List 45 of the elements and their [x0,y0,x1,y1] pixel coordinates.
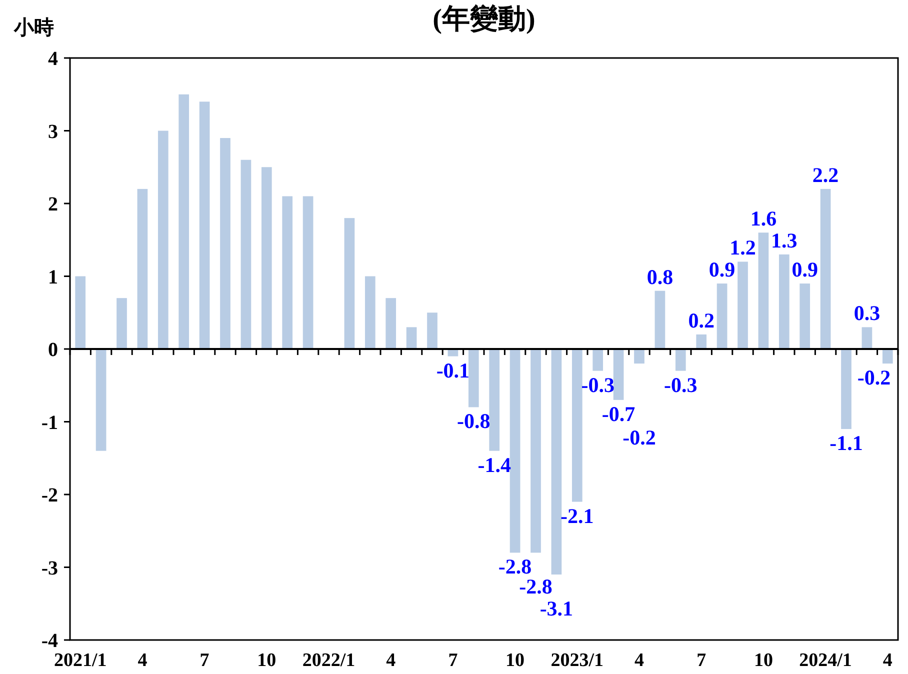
value-label: 1.3 [771,228,798,252]
xtick: 4 [634,650,644,671]
value-label: -0.2 [857,366,891,390]
xtick: 4 [138,650,148,671]
ytick: 1 [48,266,58,288]
xtick: 7 [448,650,458,671]
xtick: 7 [200,650,210,671]
ytick: -2 [41,484,58,506]
xtick: 2021/1 [54,650,107,671]
value-label: -0.3 [664,372,698,397]
ytick: -4 [41,630,58,652]
xtick: 10 [257,650,276,671]
value-label: -0.8 [457,409,490,434]
ytick: 0 [48,339,58,361]
value-label: -0.7 [602,402,636,426]
xtick: 10 [506,650,525,671]
xtick: 2023/1 [550,650,604,671]
ytick: -3 [41,557,58,580]
ytick: 4 [48,48,58,70]
value-label: 1.6 [750,206,777,231]
xtick: 2022/1 [302,650,356,671]
ytick: 2 [48,194,58,216]
value-label: 0.8 [646,264,674,289]
xtick: 7 [696,650,706,671]
ylabel: 小時 [14,17,54,39]
xtick: 4 [882,650,892,671]
value-label: -1.1 [830,431,863,456]
value-label: -2.1 [560,504,594,528]
value-label: -3.1 [540,596,574,621]
value-label: 1.2 [730,236,756,260]
value-label: 0.9 [792,258,818,282]
value-label: -0.2 [622,426,656,450]
xtick: 10 [754,650,773,671]
ytick: 3 [48,120,58,143]
value-label: -1.4 [478,452,511,477]
title: (年變動) [432,4,536,35]
xtick: 4 [386,650,396,671]
value-label: 0.3 [854,301,880,326]
value-label: 2.2 [812,162,839,187]
ytick: -1 [41,412,58,434]
value-label: 0.2 [688,308,714,332]
value-label: 0.9 [708,258,736,282]
xtick: 2024/1 [799,650,852,671]
value-label: -0.3 [581,372,614,397]
value-label: -0.1 [436,358,470,382]
